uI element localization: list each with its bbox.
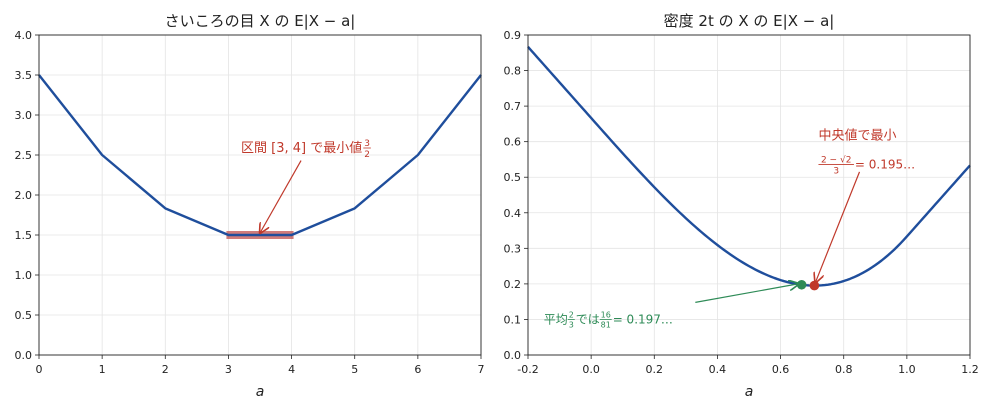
chart-title: さいころの目 X の E|X − a| xyxy=(165,12,356,30)
y-tick-label: 0.1 xyxy=(504,313,522,326)
x-tick-label: 0.0 xyxy=(582,363,600,376)
annotation-fraction-numerator: 3 xyxy=(364,139,370,149)
annotation-arrow xyxy=(260,160,302,233)
mean-annotation-value-fraction-denominator: 81 xyxy=(601,320,611,329)
y-tick-label: 0.4 xyxy=(504,207,522,220)
x-tick-label: 0.6 xyxy=(772,363,790,376)
y-tick-label: 0.9 xyxy=(504,29,522,42)
series-line xyxy=(527,46,971,287)
grid xyxy=(527,34,971,356)
y-tick-label: 4.0 xyxy=(15,29,33,42)
left-chart-panel: 0 1 2 3 4 5 6 70.00.51.01.52.02.53.03.54.0さいころの… xyxy=(15,12,485,400)
y-tick-label: 2.0 xyxy=(15,189,33,202)
plot-frame xyxy=(38,34,482,356)
median-annotation-fraction-denominator: 3 xyxy=(833,167,839,177)
y-tick-label: 0.0 xyxy=(504,349,522,362)
y-tick-label: 0.2 xyxy=(504,278,522,291)
y-tick-label: 3.0 xyxy=(15,109,33,122)
y-tick-label: 0.5 xyxy=(15,309,33,322)
chart-title: 密度 2t の X の E|X − a| xyxy=(664,12,835,30)
x-tick-label: 0.8 xyxy=(835,363,853,376)
x-tick-label: 1.0 xyxy=(898,363,916,376)
x-tick-label: 1 xyxy=(99,363,106,376)
y-tick-label: 0.7 xyxy=(504,100,522,113)
median-annotation-title: 中央値で最小 xyxy=(818,128,896,144)
x-tick-label: 3 xyxy=(225,363,232,376)
grid xyxy=(38,34,482,356)
y-tick-label: 0.5 xyxy=(504,171,522,184)
mean-annotation-arrow xyxy=(695,284,798,303)
x-tick-label: 0.4 xyxy=(709,363,727,376)
y-tick-label: 0.3 xyxy=(504,242,522,255)
y-tick-label: 0.0 xyxy=(15,349,33,362)
y-tick-label: 1.0 xyxy=(15,269,33,282)
mean-annotation-value: = 0.197… xyxy=(613,312,673,326)
mean-point xyxy=(796,279,807,290)
median-annotation-value: = 0.195… xyxy=(855,158,915,172)
x-tick-label: 1.2 xyxy=(961,363,979,376)
x-axis-label: a xyxy=(745,384,754,400)
plot-frame xyxy=(527,34,971,356)
minimum-annotation: 区間 [3, 4] で最小値 xyxy=(241,140,362,156)
median-annotation-arrow xyxy=(815,171,861,283)
y-tick-label: 3.5 xyxy=(15,69,33,82)
right-chart-panel: -0.2 0.0 0.2 0.4 0.6 0.8 1.0 1.20.00.10.20.30.4… xyxy=(504,12,979,400)
x-tick-label: 0.2 xyxy=(646,363,664,376)
median-annotation-fraction-numerator: 2 − √2 xyxy=(821,155,851,166)
x-tick-label: 2 xyxy=(162,363,169,376)
mean-annotation-middle: では xyxy=(576,312,600,326)
annotation-fraction-denominator: 2 xyxy=(364,150,370,160)
mean-annotation-fraction-denominator: 3 xyxy=(569,320,574,329)
mean-annotation-prefix: 平均 xyxy=(544,312,568,326)
y-tick-label: 0.6 xyxy=(504,136,522,149)
x-tick-label: 4 xyxy=(288,363,295,376)
x-axis-label: a xyxy=(256,384,265,400)
mean-annotation-fraction-numerator: 2 xyxy=(569,310,574,319)
annotation-fraction: 32 xyxy=(363,139,371,160)
y-tick-label: 0.8 xyxy=(504,65,522,78)
y-tick-label: 1.5 xyxy=(15,229,33,242)
x-tick-label: 0 xyxy=(36,363,43,376)
mean-annotation-fraction: 23 xyxy=(567,310,575,329)
mean-annotation-value-fraction-numerator: 16 xyxy=(601,310,611,319)
x-tick-label: 7 xyxy=(478,363,485,376)
median-annotation-fraction: 2 − √23 xyxy=(818,155,854,177)
x-tick-label: 6 xyxy=(414,363,421,376)
median-point xyxy=(809,280,820,291)
x-tick-label: 5 xyxy=(351,363,358,376)
x-tick-label: -0.2 xyxy=(517,363,538,376)
y-tick-label: 2.5 xyxy=(15,149,33,162)
